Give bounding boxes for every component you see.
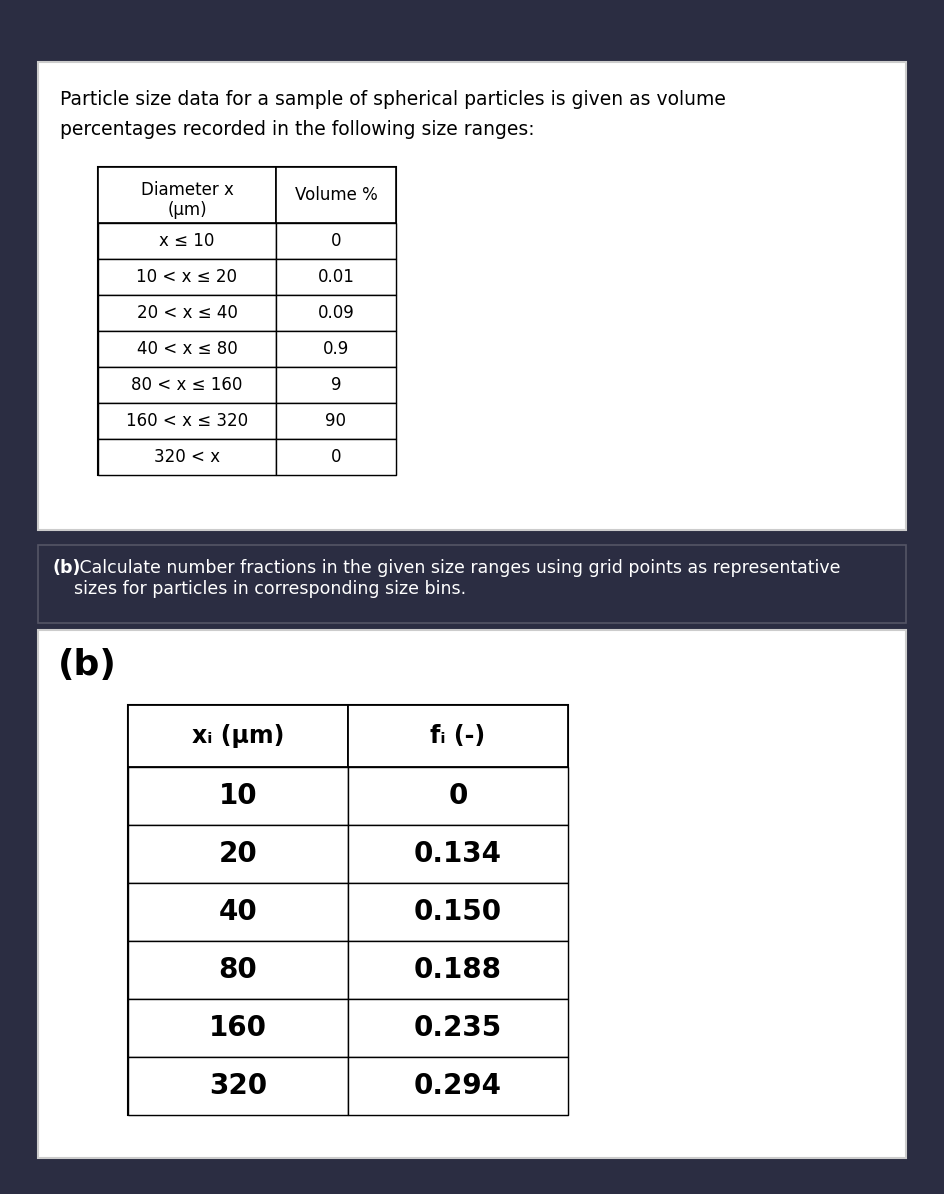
Text: 160: 160: [209, 1014, 267, 1042]
Text: 0.134: 0.134: [414, 841, 502, 868]
Text: 40: 40: [219, 898, 258, 927]
Text: fᵢ (-): fᵢ (-): [430, 724, 485, 747]
Bar: [38, 62, 906, 530]
Text: Volume %: Volume %: [295, 186, 378, 204]
Bar: [128, 941, 348, 999]
Text: percentages recorded in the following size ranges:: percentages recorded in the following si…: [60, 121, 534, 139]
Bar: [98, 331, 276, 367]
Text: 0: 0: [330, 232, 341, 250]
Text: 10 < x ≤ 20: 10 < x ≤ 20: [137, 267, 238, 287]
Bar: [98, 439, 276, 475]
Bar: [276, 439, 396, 475]
Bar: [348, 767, 568, 825]
Text: 9: 9: [330, 376, 341, 394]
Text: 10: 10: [219, 782, 258, 810]
Text: 0.188: 0.188: [414, 956, 502, 984]
Text: (b): (b): [52, 559, 80, 577]
Bar: [128, 704, 348, 767]
Text: (μm): (μm): [167, 201, 207, 219]
Bar: [98, 259, 276, 295]
Text: x ≤ 10: x ≤ 10: [160, 232, 214, 250]
Text: 80 < x ≤ 160: 80 < x ≤ 160: [131, 376, 243, 394]
Bar: [276, 367, 396, 404]
Bar: [38, 544, 906, 623]
Bar: [128, 999, 348, 1057]
Text: 40 < x ≤ 80: 40 < x ≤ 80: [137, 340, 237, 358]
Bar: [98, 367, 276, 404]
Text: 0.150: 0.150: [413, 898, 502, 927]
Text: 320: 320: [209, 1072, 267, 1100]
Text: 0.01: 0.01: [317, 267, 354, 287]
Bar: [98, 223, 276, 259]
Text: 20 < x ≤ 40: 20 < x ≤ 40: [137, 304, 238, 322]
Text: 0.9: 0.9: [323, 340, 349, 358]
Text: 0.235: 0.235: [413, 1014, 502, 1042]
Text: 0.294: 0.294: [414, 1072, 502, 1100]
Text: 0: 0: [330, 448, 341, 466]
Bar: [128, 704, 568, 1115]
Bar: [276, 295, 396, 331]
Bar: [98, 167, 396, 475]
Text: 90: 90: [326, 412, 346, 430]
Text: 320 < x: 320 < x: [154, 448, 220, 466]
Bar: [276, 223, 396, 259]
Text: Calculate number fractions in the given size ranges using grid points as represe: Calculate number fractions in the given …: [74, 559, 840, 598]
Text: Diameter x: Diameter x: [141, 181, 233, 199]
Text: 20: 20: [219, 841, 258, 868]
Bar: [128, 825, 348, 884]
Bar: [128, 767, 348, 825]
Bar: [348, 825, 568, 884]
Text: 80: 80: [219, 956, 258, 984]
Text: 0: 0: [448, 782, 467, 810]
Bar: [98, 167, 276, 223]
Bar: [128, 1057, 348, 1115]
Bar: [98, 295, 276, 331]
Bar: [276, 331, 396, 367]
Bar: [348, 999, 568, 1057]
Bar: [348, 884, 568, 941]
Bar: [276, 167, 396, 223]
Text: Particle size data for a sample of spherical particles is given as volume: Particle size data for a sample of spher…: [60, 90, 726, 109]
Text: xᵢ (μm): xᵢ (μm): [192, 724, 284, 747]
Text: (b): (b): [58, 648, 117, 682]
Bar: [276, 404, 396, 439]
Bar: [348, 704, 568, 767]
Bar: [98, 404, 276, 439]
Bar: [276, 259, 396, 295]
Text: 0.09: 0.09: [317, 304, 354, 322]
Bar: [348, 1057, 568, 1115]
Text: 160 < x ≤ 320: 160 < x ≤ 320: [126, 412, 248, 430]
Bar: [128, 884, 348, 941]
Bar: [348, 941, 568, 999]
Bar: [38, 630, 906, 1158]
